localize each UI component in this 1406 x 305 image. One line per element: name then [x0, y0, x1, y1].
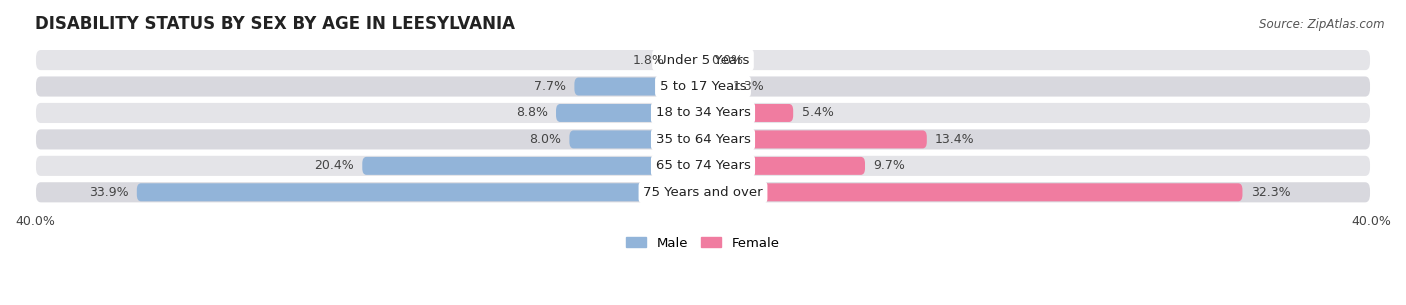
FancyBboxPatch shape — [555, 104, 703, 122]
Text: 0.0%: 0.0% — [711, 54, 744, 66]
Text: Under 5 Years: Under 5 Years — [657, 54, 749, 66]
Text: 75 Years and over: 75 Years and over — [643, 186, 763, 199]
Text: DISABILITY STATUS BY SEX BY AGE IN LEESYLVANIA: DISABILITY STATUS BY SEX BY AGE IN LEESY… — [35, 15, 515, 33]
Text: 13.4%: 13.4% — [935, 133, 974, 146]
FancyBboxPatch shape — [35, 155, 1371, 177]
Text: 65 to 74 Years: 65 to 74 Years — [655, 159, 751, 172]
FancyBboxPatch shape — [363, 157, 703, 175]
FancyBboxPatch shape — [703, 183, 1243, 201]
Text: 5.4%: 5.4% — [801, 106, 834, 120]
Legend: Male, Female: Male, Female — [626, 236, 780, 249]
Text: Source: ZipAtlas.com: Source: ZipAtlas.com — [1260, 18, 1385, 31]
FancyBboxPatch shape — [35, 102, 1371, 124]
Text: 35 to 64 Years: 35 to 64 Years — [655, 133, 751, 146]
FancyBboxPatch shape — [703, 131, 927, 149]
FancyBboxPatch shape — [35, 128, 1371, 151]
Text: 1.3%: 1.3% — [733, 80, 765, 93]
Text: 33.9%: 33.9% — [89, 186, 128, 199]
Text: 5 to 17 Years: 5 to 17 Years — [659, 80, 747, 93]
FancyBboxPatch shape — [35, 49, 1371, 71]
FancyBboxPatch shape — [136, 183, 703, 201]
Text: 9.7%: 9.7% — [873, 159, 905, 172]
FancyBboxPatch shape — [35, 181, 1371, 203]
FancyBboxPatch shape — [575, 77, 703, 95]
FancyBboxPatch shape — [673, 51, 703, 69]
FancyBboxPatch shape — [35, 75, 1371, 98]
Text: 20.4%: 20.4% — [314, 159, 354, 172]
Text: 18 to 34 Years: 18 to 34 Years — [655, 106, 751, 120]
FancyBboxPatch shape — [703, 77, 724, 95]
Text: 8.8%: 8.8% — [516, 106, 548, 120]
FancyBboxPatch shape — [703, 104, 793, 122]
Text: 1.8%: 1.8% — [633, 54, 665, 66]
FancyBboxPatch shape — [703, 157, 865, 175]
Text: 32.3%: 32.3% — [1251, 186, 1291, 199]
FancyBboxPatch shape — [569, 131, 703, 149]
Text: 7.7%: 7.7% — [534, 80, 567, 93]
Text: 8.0%: 8.0% — [529, 133, 561, 146]
